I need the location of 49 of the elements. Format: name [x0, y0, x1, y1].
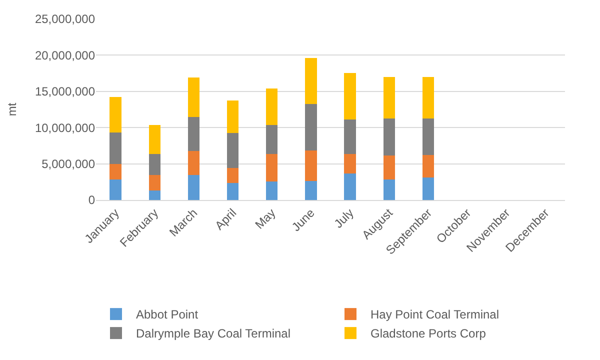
bar: [148, 125, 160, 154]
bar: [383, 118, 395, 156]
bar: [383, 156, 395, 180]
bar: [188, 175, 200, 200]
y-tick-label: 25,000,000: [34, 12, 96, 26]
legend-label: Gladstone Ports Corp: [370, 326, 486, 341]
bar: [148, 175, 160, 191]
bar: [226, 183, 239, 200]
y-axis-title: mt: [5, 102, 20, 116]
y-tick-label: 10,000,000: [34, 120, 96, 135]
bar: [422, 76, 434, 118]
legend-label: Dalrymple Bay Coal Terminal: [136, 326, 290, 341]
bar: [110, 132, 122, 164]
bar: [305, 104, 317, 150]
bar: [422, 178, 434, 200]
bar: [305, 58, 317, 104]
bar: [266, 124, 278, 154]
bar: [305, 181, 317, 200]
bar: [422, 155, 434, 178]
bar: [266, 88, 278, 125]
bar: [226, 168, 239, 184]
bar: [422, 118, 434, 156]
bar: [305, 150, 317, 182]
bar: [344, 73, 356, 120]
bar: [110, 180, 122, 200]
y-tick-label: 15,000,000: [34, 84, 96, 99]
legend-label: Abbot Point: [136, 308, 199, 322]
bar: [188, 150, 200, 176]
x-tick-label: July: [331, 206, 356, 231]
y-tick-label: 20,000,000: [34, 48, 96, 62]
x-tick-label: May: [252, 206, 278, 232]
bar: [110, 97, 122, 132]
bar: [188, 116, 200, 151]
bar: [226, 132, 239, 168]
y-tick-label: 0: [88, 193, 96, 208]
legend-label: Hay Point Coal Terminal: [370, 308, 500, 322]
bar: [344, 119, 356, 154]
bar: [188, 78, 200, 117]
bar: [344, 173, 356, 200]
bar: [110, 164, 122, 180]
bar: [266, 154, 278, 182]
y-tick-label: 5,000,000: [42, 157, 96, 171]
bar: [266, 181, 278, 200]
bar: [148, 190, 160, 200]
bar: [344, 154, 356, 174]
bar: [148, 154, 160, 176]
bar: [383, 180, 395, 200]
bar: [383, 76, 395, 118]
bar: [226, 100, 239, 133]
